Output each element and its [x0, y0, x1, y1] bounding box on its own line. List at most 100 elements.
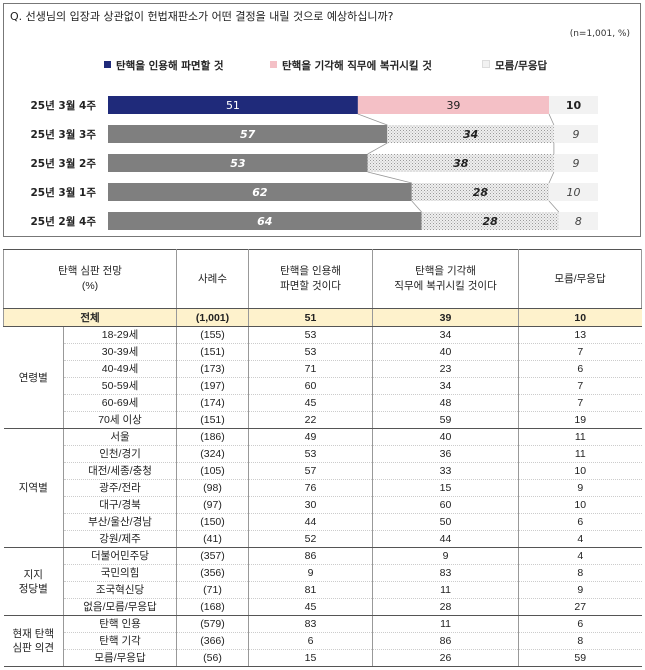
- value-reinstate: 26: [372, 649, 519, 667]
- boundary-connector: [367, 142, 388, 155]
- bar-reinstate: [421, 212, 559, 230]
- total-unknown: 10: [518, 308, 642, 327]
- value-impeach: 57: [248, 462, 373, 480]
- total-impeach: 51: [248, 308, 373, 327]
- value-reinstate: 34: [372, 326, 519, 344]
- row-label: 강원/제주: [62, 530, 177, 548]
- header-impeach: 탄핵을 인용해 파면할 것이다: [248, 249, 374, 309]
- table-row: 지역별 서울 (186) 49 40 11: [3, 428, 642, 548]
- sample-size: (579): [176, 615, 249, 633]
- value-unknown: 8: [518, 632, 642, 650]
- sample-size: (186): [176, 428, 249, 446]
- sample-size: (324): [176, 445, 249, 463]
- value-impeach: 45: [248, 598, 373, 616]
- value-unknown: 6: [518, 360, 642, 378]
- value-unknown: 6: [518, 615, 642, 633]
- row-label: 인천/경기: [62, 445, 177, 463]
- row-label: 모름/무응답: [62, 649, 177, 667]
- total-label: 전체: [2, 308, 177, 327]
- header-sample-size: 사례수: [176, 249, 250, 309]
- bar-reinstate: [357, 96, 549, 114]
- value-unknown: 6: [518, 513, 642, 531]
- value-impeach: 6: [248, 632, 373, 650]
- value-reinstate: 60: [372, 496, 519, 514]
- row-label: 70세 이상: [62, 411, 177, 429]
- value-unknown: 10: [518, 496, 642, 514]
- sample-size: (357): [176, 547, 249, 565]
- row-label: 대구/경북: [62, 496, 177, 514]
- value-reinstate: 83: [372, 564, 519, 582]
- sample-size: (151): [176, 343, 249, 361]
- value-impeach: 86: [248, 547, 373, 565]
- sample-size: (41): [176, 530, 249, 548]
- bar-unknown: [549, 183, 598, 201]
- value-label-reinstate: 28: [483, 215, 499, 228]
- legend-swatch-impeach: [104, 61, 111, 68]
- header-reinstate-text: 탄핵을 기각해 직무에 복귀시킬 것이다: [394, 265, 497, 292]
- value-reinstate: 44: [372, 530, 519, 548]
- value-impeach: 15: [248, 649, 373, 667]
- value-label-reinstate: 39: [446, 99, 460, 112]
- chart-panel: Q. 선생님의 입장과 상관없이 헌법재판소가 어떤 결정을 내릴 것으로 예상…: [3, 3, 641, 237]
- value-label-impeach: 62: [252, 186, 268, 199]
- table-row: 광주/전라 (98) 76 15 9: [4, 479, 642, 497]
- value-unknown: 8: [518, 564, 642, 582]
- row-label: 50-59세: [62, 377, 177, 395]
- value-reinstate: 15: [372, 479, 519, 497]
- bar-reinstate: [387, 125, 554, 143]
- value-label-unknown: 10: [566, 99, 582, 112]
- bar-unknown: [553, 154, 598, 172]
- sample-size: (356): [176, 564, 249, 582]
- row-label: 탄핵 기각: [62, 632, 177, 650]
- value-reinstate: 11: [372, 615, 519, 633]
- value-reinstate: 11: [372, 581, 519, 599]
- value-reinstate: 34: [372, 377, 519, 395]
- boundary-connector: [367, 171, 412, 184]
- value-unknown: 4: [518, 547, 642, 565]
- value-reinstate: 23: [372, 360, 519, 378]
- legend-item-impeach: 탄핵을 인용해 파면할 것: [104, 58, 224, 73]
- sample-size: (197): [176, 377, 249, 395]
- header-category-text: 탄핵 심판 전망 (%): [58, 265, 122, 292]
- value-unknown: 9: [518, 581, 642, 599]
- stacked-bar-chart: 25년 3월 4주 51 39 10 25년 3월 3주 57 34 9 25년 3월 2주 53…: [30, 96, 598, 230]
- value-impeach: 60: [248, 377, 373, 395]
- value-label-impeach: 64: [257, 215, 272, 228]
- table-group: 현재 탄핵 심판 의견 탄핵 인용 (579) 83 11 6 탄핵 기각 (366) 6 86 8 모…: [3, 615, 642, 667]
- table-group: 연령별 18-29세 (155) 53 34 13 30-39세 (151) 53 40 7 40-4…: [3, 326, 642, 429]
- value-impeach: 83: [248, 615, 373, 633]
- legend-item-reinstate: 탄핵을 기각해 직무에 복귀시킬 것: [270, 58, 432, 73]
- group-label: 지지 정당별: [3, 547, 64, 616]
- value-reinstate: 48: [372, 394, 519, 412]
- table-row: 30-39세 (151) 53 40 7: [4, 343, 642, 361]
- table-row: 국민의힘 (356) 9 83 8: [4, 564, 642, 582]
- sample-size: (155): [176, 326, 249, 344]
- value-unknown: 19: [518, 411, 642, 429]
- value-impeach: 81: [248, 581, 373, 599]
- value-impeach: 53: [248, 326, 373, 344]
- table-row: 지지 정당별 더불어민주당 (357) 86 9 4: [3, 547, 642, 616]
- table-row: 탄핵 기각 (366) 6 86 8: [4, 632, 642, 650]
- legend-label-impeach: 탄핵을 인용해 파면할 것: [116, 60, 224, 72]
- table-row: 연령별 18-29세 (155) 53 34 13: [3, 326, 642, 429]
- table-row: 없음/모름/무응답 (168) 45 28 27: [4, 598, 642, 616]
- header-impeach-text: 탄핵을 인용해 파면할 것이다: [280, 265, 341, 292]
- value-impeach: 76: [248, 479, 373, 497]
- row-label: 부산/울산/경남: [62, 513, 177, 531]
- sample-size: (97): [176, 496, 249, 514]
- value-reinstate: 33: [372, 462, 519, 480]
- group-label: 연령별: [3, 326, 64, 429]
- value-impeach: 22: [248, 411, 373, 429]
- value-unknown: 59: [518, 649, 642, 667]
- bar-impeach: [108, 154, 368, 172]
- legend-label-unknown: 모름/무응답: [495, 60, 548, 72]
- sample-size: (151): [176, 411, 249, 429]
- row-label: 60-69세: [62, 394, 177, 412]
- value-unknown: 10: [518, 462, 642, 480]
- table-row: 현재 탄핵 심판 의견 탄핵 인용 (579) 83 11 6: [3, 615, 642, 667]
- value-label-unknown: 8: [575, 215, 582, 228]
- legend-swatch-unknown: [482, 60, 490, 68]
- boundary-connector: [548, 113, 555, 126]
- value-unknown: 27: [518, 598, 642, 616]
- value-unknown: 7: [518, 394, 642, 412]
